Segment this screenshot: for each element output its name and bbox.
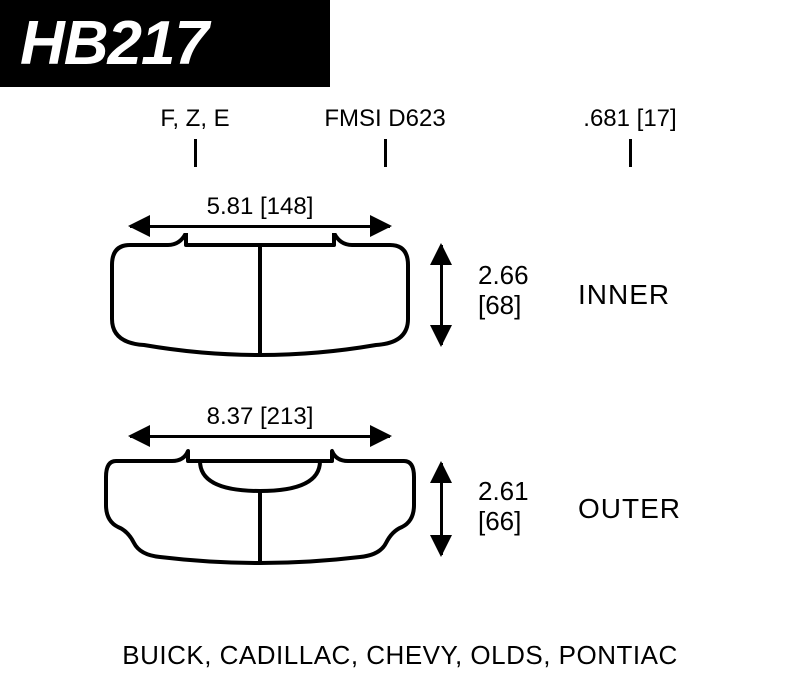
outer-height-in: 2.61 [478, 477, 529, 507]
inner-pad-outline [100, 233, 420, 363]
inner-width-dimension: 5.81 [148] [130, 193, 390, 228]
outer-width-dimension: 8.37 [213] [130, 403, 390, 438]
inner-label: INNER [578, 279, 670, 311]
outer-height-label: 2.61 [66] [478, 477, 529, 537]
spec-fmsi-text: FMSI D623 [324, 105, 445, 132]
inner-height-dimension [440, 245, 443, 345]
inner-height-label: 2.66 [68] [478, 261, 529, 321]
spec-thickness: .681 [17] [565, 105, 695, 167]
inner-height-mm: [68] [478, 291, 529, 321]
outer-height-mm: [66] [478, 507, 529, 537]
spec-thickness-text: .681 [17] [583, 105, 676, 132]
tick-mark [629, 139, 632, 167]
outer-pad-clip-notch [200, 461, 320, 491]
spec-fmsi: FMSI D623 [305, 105, 465, 167]
spec-compounds: F, Z, E [135, 105, 255, 167]
outer-label: OUTER [578, 493, 681, 525]
outer-height-dimension [440, 463, 443, 555]
outer-pad-outline [100, 443, 420, 568]
header-bar: HB217 [0, 0, 330, 87]
spec-compounds-text: F, Z, E [160, 105, 229, 132]
vehicle-list: BUICK, CADILLAC, CHEVY, OLDS, PONTIAC [0, 640, 800, 671]
inner-width-label: 5.81 [148] [207, 193, 314, 220]
inner-height-in: 2.66 [478, 261, 529, 291]
arrow-horizontal [130, 225, 390, 228]
specs-row: F, Z, E FMSI D623 .681 [17] [0, 105, 800, 175]
part-number: HB217 [20, 8, 310, 79]
diagram-area: 5.81 [148] 2.66 [68] INNER 8.37 [213] 2.… [0, 175, 800, 605]
tick-mark [194, 139, 197, 167]
outer-width-label: 8.37 [213] [207, 403, 314, 430]
arrow-horizontal [130, 435, 390, 438]
tick-mark [384, 139, 387, 167]
